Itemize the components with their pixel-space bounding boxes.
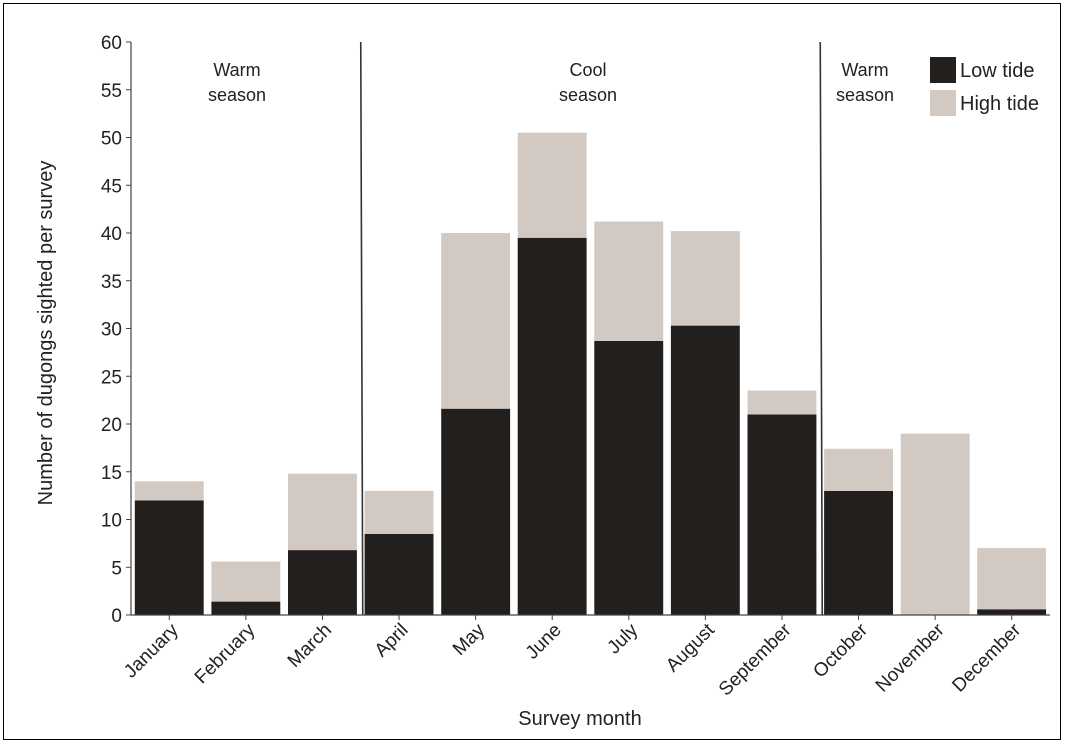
bar-august-high-tide bbox=[670, 231, 740, 326]
season-divider-line bbox=[819, 41, 824, 616]
y-tick-label: 35 bbox=[101, 272, 122, 293]
bar-may-low-tide bbox=[441, 408, 511, 615]
legend-label-low-tide: Low tide bbox=[960, 60, 1035, 82]
bar-september-low-tide bbox=[747, 414, 817, 615]
season-dividers bbox=[359, 41, 824, 616]
x-tick-label-december: December bbox=[948, 619, 1025, 696]
legend: Low tide High tide bbox=[930, 57, 1039, 116]
bar-may-high-tide bbox=[441, 233, 511, 409]
x-tick-label-november: November bbox=[872, 619, 949, 696]
y-tick-label: 55 bbox=[101, 81, 122, 102]
bar-december-high-tide bbox=[977, 548, 1047, 610]
x-tick-label-june: June bbox=[522, 620, 566, 664]
bar-february-low-tide bbox=[211, 601, 281, 615]
y-tick-label: 45 bbox=[101, 176, 122, 197]
x-tick-label-october: October bbox=[809, 619, 872, 682]
y-tick-label: 40 bbox=[101, 224, 122, 245]
x-tick-label-july: July bbox=[604, 619, 643, 658]
bar-october-low-tide bbox=[824, 490, 893, 615]
bar-december-low-tide bbox=[977, 609, 1047, 615]
legend-swatch-low-tide bbox=[930, 57, 956, 83]
season-label-3-line-1: Warm bbox=[841, 60, 888, 80]
x-tick-label-april: April bbox=[371, 620, 413, 662]
bar-january-high-tide bbox=[134, 481, 204, 501]
y-tick-label: 20 bbox=[101, 415, 122, 436]
bar-february-high-tide bbox=[211, 561, 281, 602]
x-tick-label-august: August bbox=[662, 619, 719, 676]
y-tick-label: 0 bbox=[111, 606, 122, 627]
bar-march-high-tide bbox=[288, 473, 357, 551]
x-tick-label-february: February bbox=[191, 619, 260, 688]
bar-july-high-tide bbox=[594, 221, 664, 341]
y-tick-label: 50 bbox=[101, 129, 122, 150]
season-label-1-line-2: season bbox=[208, 85, 266, 105]
x-axis-title: Survey month bbox=[518, 708, 641, 730]
y-tick-label: 5 bbox=[111, 558, 122, 579]
season-divider-line bbox=[359, 41, 364, 616]
season-label-3-line-2: season bbox=[836, 85, 894, 105]
bar-april-low-tide bbox=[364, 533, 434, 615]
bar-november-high-tide bbox=[900, 433, 970, 615]
season-labels: Warm season Cool season Warm season bbox=[208, 60, 894, 105]
y-tick-label: 25 bbox=[101, 367, 122, 388]
season-label-2-line-2: season bbox=[559, 85, 617, 105]
legend-swatch-high-tide bbox=[930, 90, 956, 116]
bar-october-high-tide bbox=[824, 448, 893, 491]
x-tick-label-september: September bbox=[715, 619, 796, 700]
y-tick-label: 10 bbox=[101, 511, 122, 532]
bar-april-high-tide bbox=[364, 490, 434, 534]
bars-layer bbox=[134, 132, 1047, 616]
bar-january-low-tide bbox=[134, 500, 204, 615]
bar-september-high-tide bbox=[747, 390, 817, 415]
bar-june-low-tide bbox=[517, 237, 587, 616]
season-label-1-line-1: Warm bbox=[213, 60, 260, 80]
x-tick-label-march: March bbox=[284, 620, 336, 672]
chart-frame bbox=[3, 3, 1061, 740]
y-tick-label: 30 bbox=[101, 320, 122, 341]
y-axis-title: Number of dugongs sighted per survey bbox=[35, 161, 57, 506]
season-label-2-line-1: Cool bbox=[569, 60, 606, 80]
y-tick-label: 15 bbox=[101, 463, 122, 484]
bar-august-low-tide bbox=[670, 325, 740, 615]
bar-march-low-tide bbox=[288, 550, 357, 615]
x-tick-label-may: May bbox=[449, 619, 490, 660]
legend-label-high-tide: High tide bbox=[960, 93, 1039, 115]
x-tick-label-january: January bbox=[120, 619, 183, 682]
y-tick-label: 60 bbox=[101, 33, 122, 54]
bar-june-high-tide bbox=[517, 132, 587, 238]
bar-july-low-tide bbox=[594, 340, 664, 615]
